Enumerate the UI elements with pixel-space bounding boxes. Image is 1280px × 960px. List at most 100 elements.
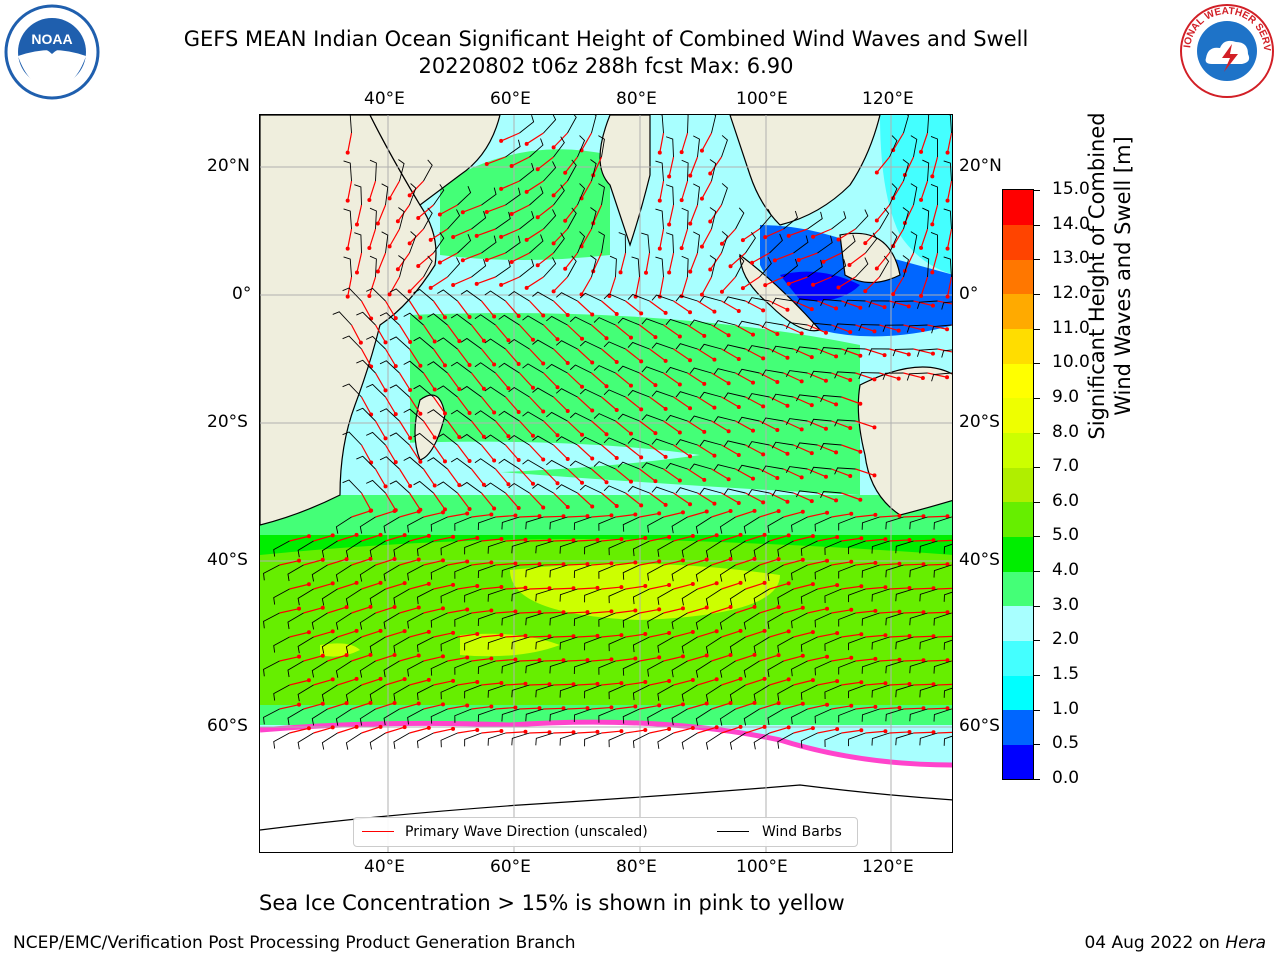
wave-direction-arrow [409, 535, 429, 542]
wind-barb [895, 636, 914, 650]
wind-barb [311, 708, 328, 726]
wave-direction-arrowhead [633, 608, 638, 613]
wave-direction-arrowhead [859, 632, 864, 637]
footer-host: Hera [1225, 933, 1266, 953]
wind-barb [577, 183, 586, 206]
wave-direction-arrow [673, 535, 694, 542]
wave-direction-arrowhead [460, 210, 465, 215]
wind-barb [719, 516, 736, 534]
wave-direction-arrow [742, 276, 760, 289]
wind-barb [777, 540, 794, 557]
wave-direction-arrowhead [835, 583, 840, 588]
wind-barb [681, 636, 698, 654]
wave-direction-arrow [625, 729, 646, 734]
wave-direction-arrow [495, 514, 516, 518]
wave-direction-arrow [279, 608, 300, 614]
wind-barb [745, 232, 756, 254]
wave-direction-arrowhead [368, 700, 373, 705]
wind-barb [356, 311, 376, 326]
wave-direction-arrow [769, 678, 789, 686]
wind-barb [407, 612, 424, 629]
wave-direction-arrow [849, 252, 866, 266]
wind-barb [407, 660, 424, 677]
wind-barb [902, 159, 909, 182]
wave-direction-arrowhead [945, 198, 950, 203]
wave-direction-arrowhead [762, 532, 767, 537]
wind-barb [622, 660, 640, 676]
wave-direction-arrowhead [714, 581, 719, 586]
wave-direction-arrow [864, 276, 880, 292]
wave-direction-arrowhead [712, 309, 717, 314]
wind-barb [844, 299, 866, 307]
wind-barb [525, 612, 544, 626]
wind-barb [693, 135, 700, 158]
wave-direction-arrowhead [726, 429, 731, 434]
wave-direction-arrowhead [306, 726, 311, 731]
wave-direction-arrow [865, 348, 885, 356]
wave-direction-arrow [581, 276, 593, 295]
wind-barb [699, 343, 722, 351]
wind-barb [759, 209, 772, 230]
wave-direction-arrow [639, 608, 660, 614]
wave-direction-arrow [793, 727, 814, 734]
wave-direction-arrowhead [563, 266, 568, 271]
wind-barb [933, 564, 952, 578]
wind-barb [416, 636, 434, 653]
wave-direction-arrow [697, 678, 717, 686]
wind-barb [777, 732, 794, 749]
wave-direction-arrowhead [306, 678, 311, 683]
wave-direction-arrowhead [467, 506, 472, 511]
wind-barb [508, 482, 530, 494]
wave-direction-arrow [567, 563, 588, 566]
wind-barb [814, 516, 832, 532]
wave-direction-arrowhead [872, 473, 877, 478]
wave-direction-arrowhead [921, 562, 926, 567]
wind-barb [855, 257, 869, 278]
wave-direction-arrow [289, 727, 310, 734]
wave-direction-arrow [368, 276, 377, 297]
wind-barb [383, 660, 400, 678]
wave-direction-arrowhead [708, 219, 713, 224]
wave-direction-arrow [505, 635, 526, 638]
wave-direction-arrowhead [609, 705, 614, 710]
wave-direction-arrow [807, 512, 828, 518]
wave-direction-arrow [721, 534, 741, 542]
wind-barb [617, 365, 640, 374]
wind-barb [567, 159, 577, 182]
wind-barb [943, 543, 952, 554]
wave-direction-arrow [625, 537, 646, 542]
wind-barb [416, 540, 434, 557]
wind-barb [559, 540, 578, 554]
wave-direction-arrowhead [590, 312, 595, 317]
colorbar-tick-label: 5.0 [1052, 525, 1080, 546]
wave-direction-arrowhead [858, 449, 863, 454]
wind-barb [416, 588, 434, 605]
wind-barb [855, 209, 869, 230]
wind-barb [484, 482, 506, 494]
wind-barb [641, 366, 664, 374]
wave-direction-arrowhead [492, 410, 497, 415]
wind-barb [655, 256, 664, 278]
wave-direction-arrowhead [535, 215, 540, 220]
wave-direction-arrow [879, 372, 899, 380]
wave-direction-arrow [745, 678, 765, 686]
colorbar-tick-mark [1034, 432, 1040, 434]
wave-direction-arrow [511, 252, 530, 263]
wave-direction-arrowhead [442, 411, 447, 416]
wave-direction-arrow [529, 587, 550, 590]
wave-direction-arrowhead [679, 198, 684, 203]
wave-direction-arrowhead [344, 701, 349, 706]
wave-direction-arrow [447, 608, 468, 614]
wave-direction-arrowhead [590, 360, 595, 365]
wave-direction-arrow [399, 558, 419, 566]
wave-direction-arrow [841, 444, 861, 453]
wind-barb [450, 409, 472, 422]
wind-barb [647, 708, 664, 725]
wave-direction-arrow [879, 515, 900, 518]
wave-direction-arrowhead [702, 477, 707, 482]
wave-direction-arrowhead [499, 282, 504, 287]
wave-direction-arrowhead [688, 269, 693, 274]
wind-barb [505, 235, 521, 254]
wave-direction-arrowhead [896, 376, 901, 381]
wave-direction-arrowhead [849, 559, 854, 564]
